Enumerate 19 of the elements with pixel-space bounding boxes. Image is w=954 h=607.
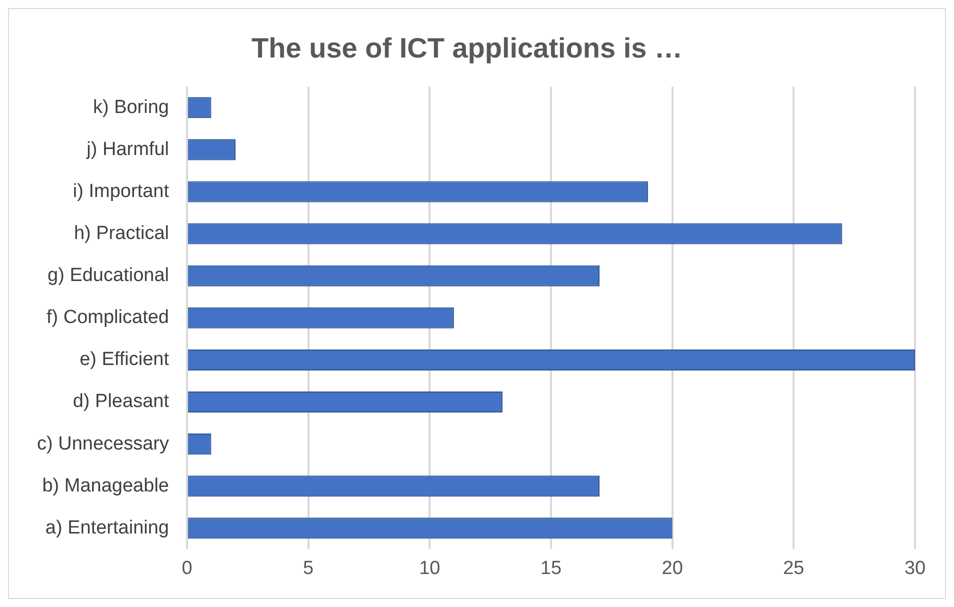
x-tick-label: 20 [662,558,683,579]
y-tick-label: f) Complicated [46,307,169,328]
y-tick-label: j) Harmful [86,138,169,160]
x-tick-label: 25 [783,558,804,579]
x-tick-label: 10 [419,558,440,579]
x-tick-label: 15 [540,558,562,579]
x-tick-label: 5 [303,558,314,579]
y-tick-label: g) Educational [48,265,169,286]
y-tick-label: k) Boring [92,96,169,118]
y-tick-label: a) Entertaining [45,517,169,538]
y-tick-label: b) Manageable [42,475,169,496]
y-tick-label: i) Important [72,180,170,202]
y-tick-label: d) Pleasant [72,391,170,412]
chart-title: The use of ICT applications is … [252,32,682,64]
y-tick-label: c) Unnecessary [36,433,170,454]
x-tick-label: 0 [182,558,192,579]
x-tick-label: 30 [904,558,926,579]
y-tick-label: h) Practical [74,223,169,244]
y-tick-label: e) Efficient [80,349,170,370]
